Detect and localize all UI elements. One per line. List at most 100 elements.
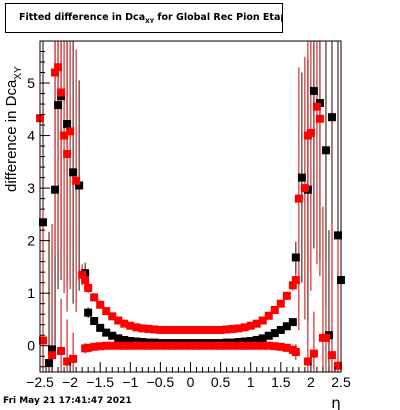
data-point-red: [39, 336, 48, 345]
title-rest: for Global Rec Pion EtapT: [154, 12, 283, 23]
data-point-black: [327, 113, 336, 122]
data-point-red: [309, 349, 318, 358]
data-point-black: [288, 318, 297, 327]
data-point-black: [45, 359, 54, 368]
data-point-red: [120, 319, 129, 328]
data-point-red: [276, 342, 285, 351]
x-axis-label: η: [331, 394, 341, 410]
data-point-red: [63, 357, 72, 366]
data-point-black: [132, 337, 141, 346]
data-point-black: [63, 120, 72, 129]
data-point-black: [282, 322, 291, 331]
data-point-red: [51, 68, 60, 77]
data-point-red: [192, 325, 201, 334]
data-point-black: [321, 146, 330, 155]
data-point-red: [174, 325, 183, 334]
data-point-black: [48, 345, 57, 354]
data-point-red: [180, 325, 189, 334]
data-point-red: [258, 316, 267, 325]
data-point-black: [69, 168, 78, 177]
data-point-red: [126, 321, 135, 330]
data-point-red: [228, 324, 237, 333]
data-point-red: [276, 299, 285, 308]
y-tick-label: 5: [27, 75, 35, 91]
data-point-red: [150, 341, 159, 350]
y-tick-label: 2: [27, 233, 35, 249]
title-main: Fitted difference in Dca: [19, 12, 146, 23]
data-point-red: [210, 325, 219, 334]
data-point-red: [198, 341, 207, 350]
timestamp-footer: Fri May 21 17:41:47 2021: [3, 396, 132, 406]
x-tick-label: 0: [187, 374, 195, 390]
data-point-red: [282, 343, 291, 352]
data-point-red: [264, 311, 273, 320]
data-point-black: [90, 317, 99, 326]
data-point-red: [90, 293, 99, 302]
data-point-black: [75, 181, 84, 190]
data-point-red: [108, 312, 117, 321]
data-point-red: [222, 341, 231, 350]
data-point-red: [156, 325, 165, 334]
data-point-red: [72, 176, 81, 185]
x-tick-label: −0.5: [147, 374, 175, 390]
y-axis-label-subscript: XY: [13, 66, 24, 80]
data-point-red: [333, 361, 342, 370]
data-point-red: [138, 341, 147, 350]
data-point-black: [252, 335, 261, 344]
data-point-red: [84, 283, 93, 292]
data-point-red: [144, 341, 153, 350]
data-point-red: [102, 341, 111, 350]
x-tick-label: 1.5: [271, 374, 291, 390]
x-tick-label: 0.5: [211, 374, 231, 390]
data-point-red: [291, 348, 300, 357]
data-point-black: [297, 173, 306, 182]
data-point-red: [198, 325, 207, 334]
data-point-red: [114, 316, 123, 325]
data-point-red: [168, 341, 177, 350]
data-point-red: [222, 325, 231, 334]
data-point-red: [270, 306, 279, 315]
data-point-red: [300, 184, 309, 193]
data-point-red: [162, 325, 171, 334]
data-point-black: [276, 325, 285, 334]
data-point-black: [270, 329, 279, 338]
data-point-red: [84, 343, 93, 352]
data-point-black: [309, 86, 318, 95]
x-tick-label: −2.5: [26, 374, 54, 390]
data-point-red: [156, 341, 165, 350]
data-point-red: [54, 63, 63, 72]
data-point-red: [228, 341, 237, 350]
data-point-red: [81, 276, 90, 285]
x-tick-label: −2: [62, 374, 78, 390]
data-point-red: [144, 324, 153, 333]
data-point-red: [270, 342, 279, 351]
data-point-red: [96, 300, 105, 309]
data-point-black: [240, 337, 249, 346]
data-point-red: [186, 341, 195, 350]
data-point-black: [120, 335, 129, 344]
data-point-red: [132, 323, 141, 332]
data-point-red: [327, 351, 336, 360]
data-point-red: [57, 346, 66, 355]
data-point-red: [240, 341, 249, 350]
data-point-red: [60, 131, 69, 140]
title-subscript: XY: [145, 17, 155, 25]
data-point-red: [306, 128, 315, 137]
data-point-black: [291, 253, 300, 262]
data-point-red: [150, 325, 159, 334]
data-point-red: [216, 341, 225, 350]
data-point-red: [90, 342, 99, 351]
y-tick-label: 4: [27, 128, 35, 144]
data-point-red: [108, 341, 117, 350]
data-point-red: [315, 114, 324, 123]
data-point-black: [54, 101, 63, 110]
data-point-red: [57, 88, 66, 97]
data-point-red: [48, 351, 57, 360]
data-point-red: [252, 341, 261, 350]
data-point-red: [192, 341, 201, 350]
data-point-red: [120, 341, 129, 350]
data-point-black: [51, 185, 60, 194]
data-point-black: [84, 308, 93, 317]
data-point-black: [96, 323, 105, 332]
x-tick-label: −1: [122, 374, 138, 390]
